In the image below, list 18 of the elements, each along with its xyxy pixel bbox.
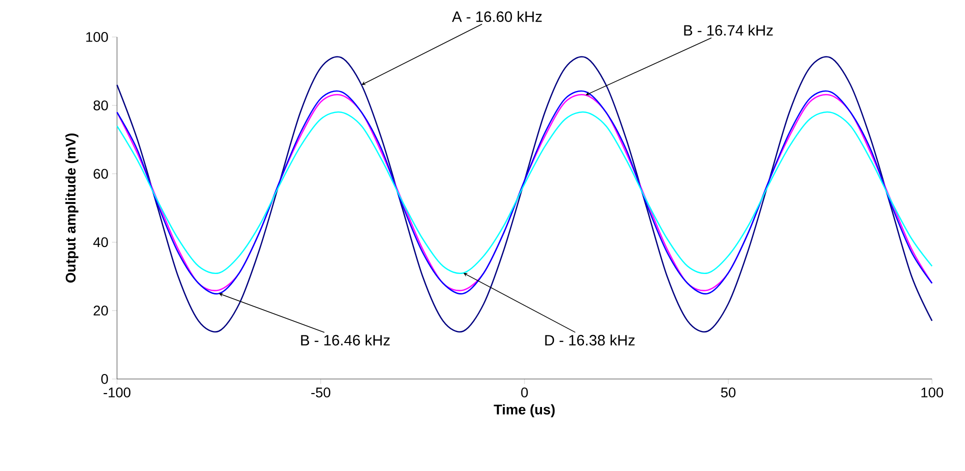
x-tick-label: 100 — [921, 388, 944, 398]
y-tick-label: 100 — [86, 32, 108, 42]
x-axis-title: Time (us) — [494, 404, 555, 418]
y-axis-title: Output amplitude (mV) — [65, 134, 78, 283]
text: B - 16.46 kHz — [301, 334, 390, 346]
x-tick-label: 0 — [521, 388, 528, 398]
text: A - 16.60 kHz — [452, 10, 542, 22]
y-tick-label: 20 — [94, 306, 108, 316]
line-series — [116, 56, 933, 332]
y-tick-label: 60 — [94, 168, 108, 179]
x-tick-label: -50 — [311, 388, 330, 398]
y-tick-label: 40 — [93, 237, 108, 248]
text: B - 16.74 kHz — [684, 24, 773, 36]
text: D - 16.38 kHz — [545, 334, 635, 346]
x-tick-label: 50 — [721, 388, 736, 398]
y-tick-label: 80 — [94, 100, 108, 110]
y-tick-label: 0 — [101, 374, 108, 384]
x-tick-label: -100 — [104, 388, 130, 398]
